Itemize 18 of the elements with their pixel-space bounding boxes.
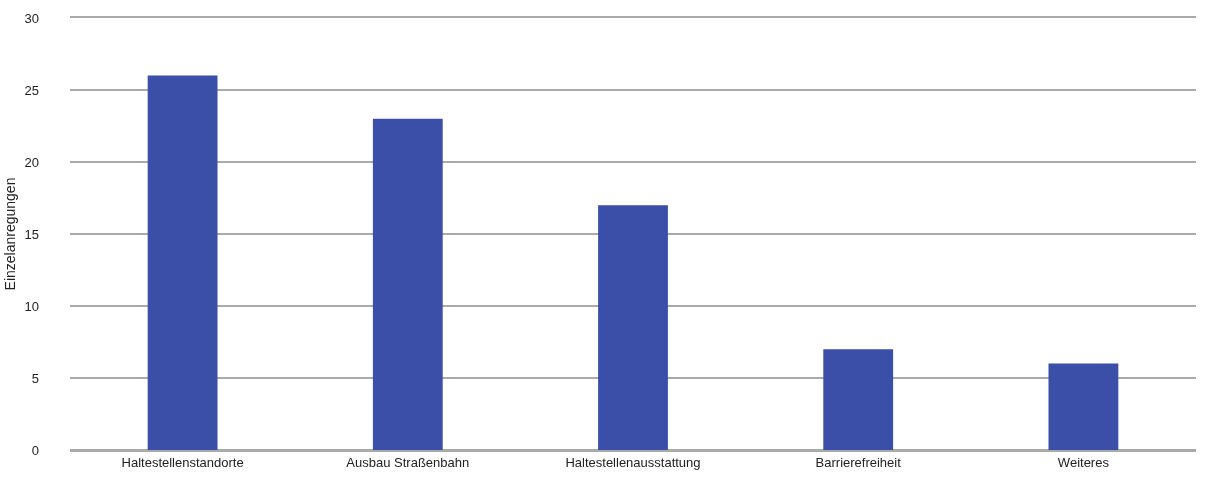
y-tick-label: 0	[31, 442, 39, 458]
y-tick-label: 10	[24, 298, 39, 314]
y-tick-label: 15	[24, 226, 39, 242]
y-tick-label: 30	[24, 10, 39, 26]
y-tick-label: 25	[24, 82, 39, 98]
y-tick-label: 5	[31, 370, 39, 386]
bar	[823, 349, 894, 450]
x-tick-label: Barrierefreiheit	[815, 455, 902, 471]
x-tick-label: Haltestellenausstattung	[565, 455, 701, 471]
x-tick-label: Weiteres	[1057, 455, 1110, 471]
x-tick-label: Ausbau Straßenbahn	[346, 455, 470, 471]
bar	[1048, 363, 1119, 450]
bar	[147, 75, 218, 450]
x-tick-label: Haltestellenstandorte	[121, 455, 244, 471]
bar	[598, 205, 668, 450]
y-tick-label: 20	[24, 154, 39, 170]
bar	[372, 118, 443, 450]
y-axis-title: Einzelanregungen	[2, 177, 19, 291]
